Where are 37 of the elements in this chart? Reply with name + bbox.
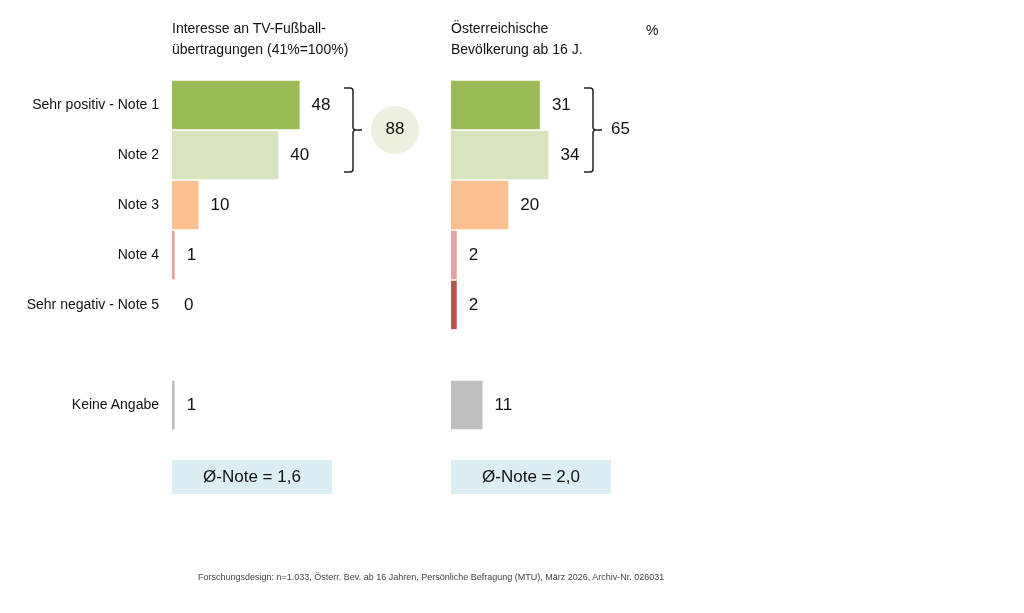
y-tick-label: Sehr negativ - Note 5: [26, 295, 160, 312]
data-label: 2: [468, 294, 479, 314]
bar: [451, 180, 509, 230]
y-tick-label: Note 3: [117, 195, 160, 212]
data-label: 40: [290, 144, 310, 164]
y-tick-label: Note 4: [117, 245, 160, 262]
data-label: 11: [494, 394, 513, 414]
bar: [451, 380, 483, 430]
bar: [172, 380, 175, 430]
data-label: 31: [551, 94, 571, 114]
bar: [451, 80, 540, 130]
text: Ø-Note = 2,0: [451, 460, 611, 494]
y-tick-label: Note 2: [117, 145, 160, 162]
bar: [172, 230, 175, 280]
data-label: 34: [560, 144, 580, 164]
text: %: [646, 21, 659, 40]
bar: [172, 180, 199, 230]
text: 88: [384, 119, 406, 139]
data-label: 0: [184, 294, 194, 314]
bar: [172, 130, 279, 180]
chart-title: Interesse an TV-Fußball-übertragungen (41%=100%): [172, 19, 350, 59]
data-label: 1: [186, 244, 197, 264]
chart-title: Österreichische Bevölkerung ab 16 J.: [451, 19, 584, 59]
data-label: 1: [186, 394, 197, 414]
text: Ø-Note = 1,6: [172, 460, 332, 494]
bar: [451, 280, 457, 330]
bar: [451, 130, 549, 180]
y-tick-label: Keine Angabe: [71, 395, 160, 412]
text: Forschungsdesign: n=1.033, Österr. Bev. ab 16 Jahren, Persönliche Befragung (MTU), März 2026, Archiv-Nr. 026031: [198, 572, 665, 582]
bar: [451, 230, 457, 280]
data-label: 10: [210, 194, 230, 214]
data-label: 48: [311, 94, 331, 114]
text: 65: [611, 119, 630, 139]
data-label: 20: [520, 194, 540, 214]
data-label: 2: [468, 244, 479, 264]
y-tick-label: Sehr positiv - Note 1: [32, 95, 160, 112]
bar: [172, 80, 300, 130]
